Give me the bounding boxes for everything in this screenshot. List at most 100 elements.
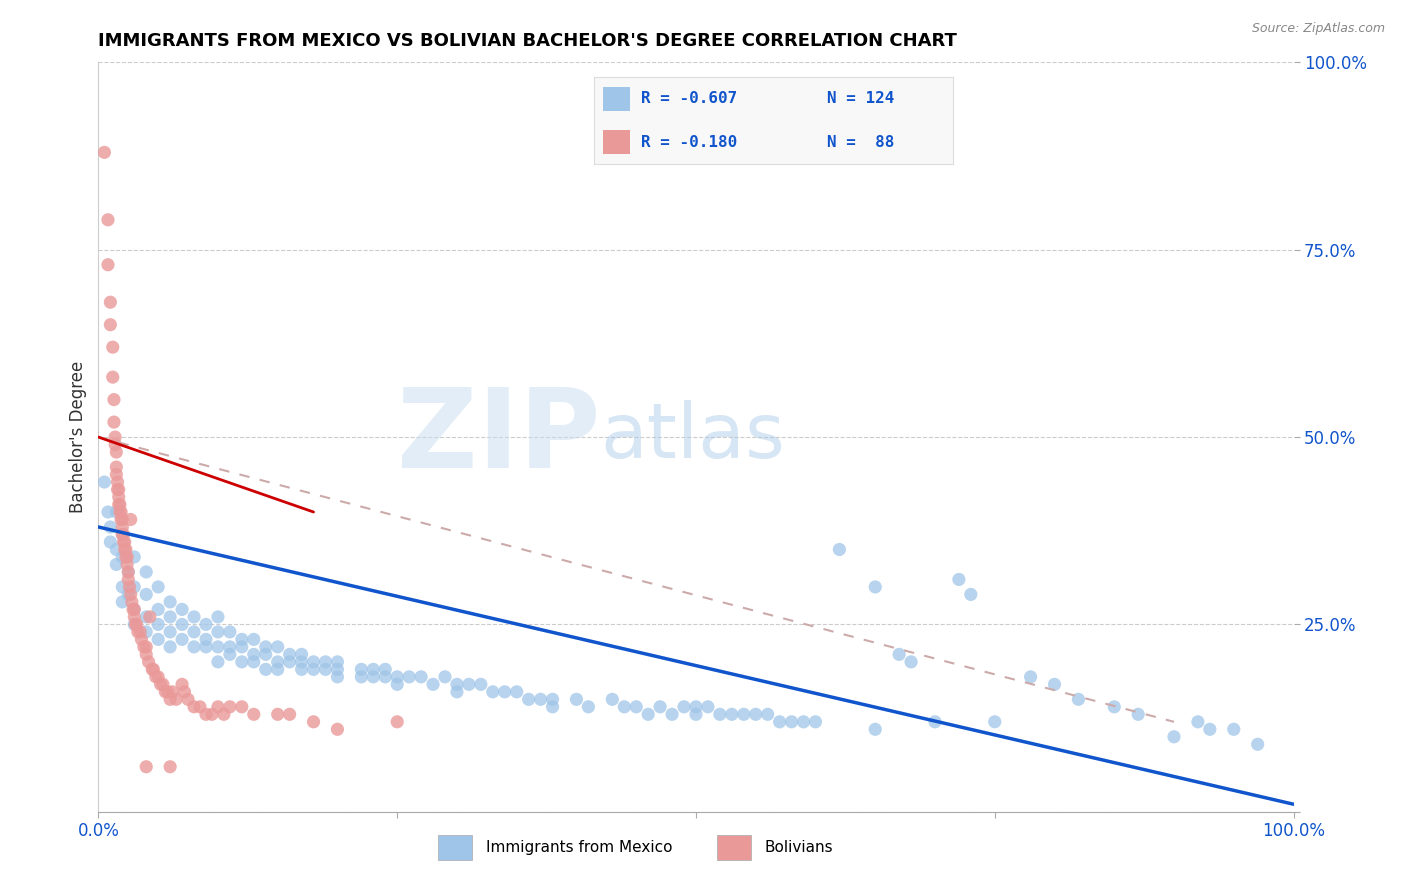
Point [804,714,827,729]
Point [195,640,218,654]
Point [315,662,337,676]
Point [243,655,266,669]
Point [111,527,134,541]
Point [411,670,433,684]
Point [721,707,744,722]
Point [111,580,134,594]
Point [733,707,755,722]
Point [291,662,314,676]
Point [104,430,127,444]
Point [613,699,636,714]
Point [207,610,229,624]
Point [107,475,129,489]
Point [125,617,148,632]
Point [434,670,457,684]
Point [117,587,139,601]
Point [105,467,128,482]
Point [114,542,136,557]
Point [195,707,218,722]
Point [115,549,138,564]
Point [135,760,157,774]
Point [626,699,648,714]
Point [385,670,409,684]
Point [172,632,194,647]
Point [172,617,194,632]
Point [98,295,122,310]
Point [124,580,146,594]
Point [148,580,170,594]
Point [115,558,138,572]
Point [745,707,768,722]
Point [924,714,946,729]
Point [93,145,115,160]
Point [494,685,516,699]
Point [183,624,205,639]
Point [111,595,134,609]
Point [112,527,135,541]
Point [350,670,373,684]
Point [219,624,242,639]
Point [302,662,325,676]
Point [159,640,181,654]
Point [267,655,290,669]
Point [135,587,157,601]
Point [114,535,136,549]
Point [135,640,157,654]
Point [207,655,229,669]
Point [326,723,349,737]
Point [212,707,235,722]
Point [948,573,970,587]
Point [159,610,181,624]
Point [326,662,349,676]
Point [165,692,187,706]
Point [326,670,349,684]
Point [135,648,157,662]
Point [1163,730,1185,744]
Point [302,714,325,729]
Point [127,624,149,639]
Point [124,617,146,632]
Point [254,640,277,654]
Point [183,610,205,624]
Point [132,640,155,654]
Point [768,714,790,729]
Point [118,580,141,594]
Point [131,632,153,647]
Point [565,692,588,706]
Point [117,573,139,587]
Point [101,370,124,384]
Point [98,520,122,534]
Point [278,648,301,662]
Point [458,677,481,691]
Point [828,542,851,557]
Point [207,624,229,639]
Point [121,595,143,609]
Point [159,595,181,609]
Point [1128,707,1150,722]
Point [709,707,731,722]
Point [111,512,134,526]
Point [1043,677,1066,691]
Point [541,699,564,714]
Point [374,670,396,684]
Point [105,542,128,557]
Point [1019,670,1042,684]
Point [267,662,290,676]
Point [385,714,409,729]
Point [135,624,157,639]
Point [231,632,253,647]
Point [152,677,174,691]
Point [111,520,134,534]
Point [97,258,120,272]
Point [231,655,253,669]
Point [446,685,468,699]
Point [105,460,128,475]
Point [201,707,224,722]
Point [1223,723,1246,737]
Point [363,670,385,684]
Point [148,617,170,632]
Point [315,655,337,669]
Point [422,677,444,691]
Point [291,655,314,669]
Point [112,535,135,549]
